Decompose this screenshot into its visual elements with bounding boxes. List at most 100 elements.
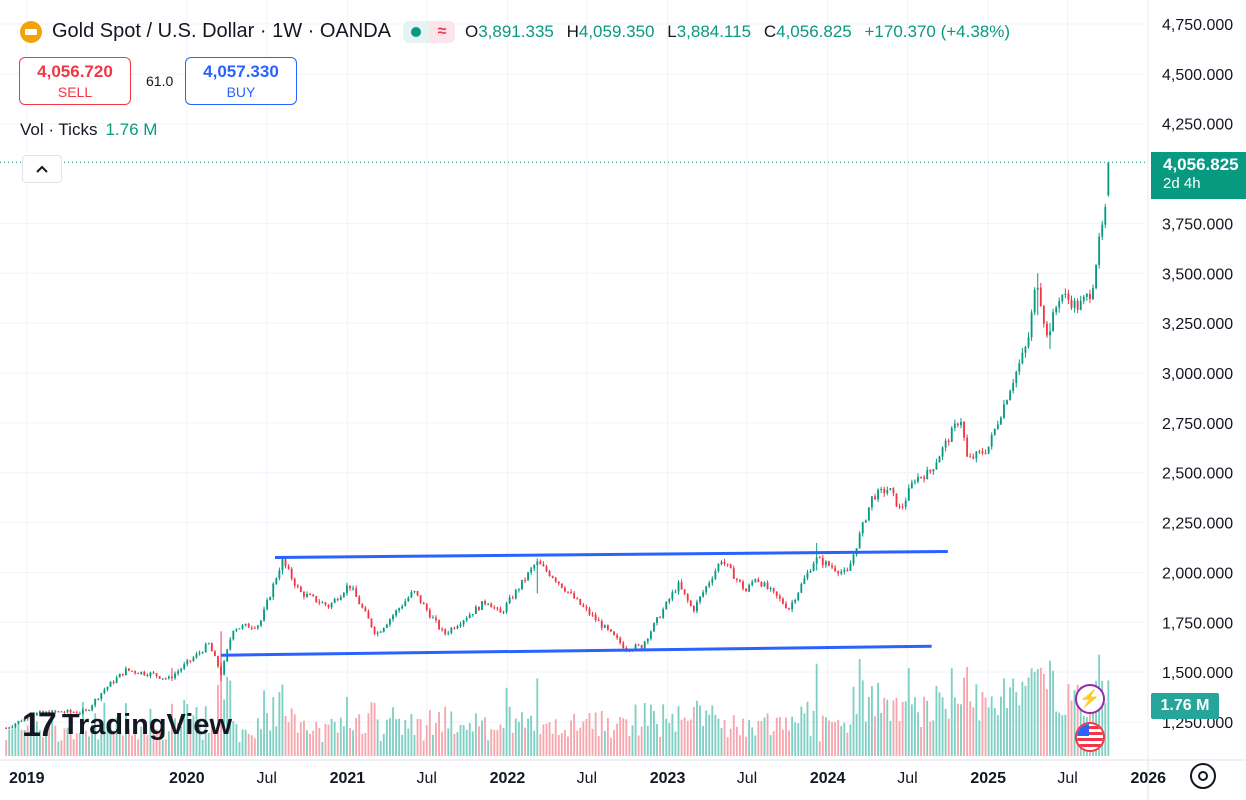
candle-body: [1027, 337, 1030, 347]
flash-icon[interactable]: ⚡: [1075, 684, 1105, 714]
candle-body: [69, 709, 72, 713]
candle-body: [508, 597, 511, 604]
candle-body: [1098, 236, 1101, 265]
candle-body: [511, 597, 514, 599]
collapse-legend-button[interactable]: [22, 155, 62, 183]
volume-bar: [128, 729, 130, 756]
volume-bar: [622, 718, 625, 756]
market-status-pill[interactable]: ≈: [402, 20, 455, 43]
candle-body: [941, 447, 944, 457]
volume-bar: [665, 718, 668, 756]
volume-bar: [742, 718, 744, 756]
volume-bar: [990, 696, 993, 756]
volume-bar: [778, 716, 781, 756]
buy-label: BUY: [226, 84, 256, 100]
candle-body: [1107, 162, 1110, 196]
candle-body: [723, 561, 726, 564]
volume-bar: [484, 717, 487, 756]
candle-body: [809, 571, 812, 573]
candle-body: [140, 671, 143, 674]
volume-bar: [683, 717, 686, 756]
candle-body: [29, 716, 32, 719]
volume-bar: [404, 719, 407, 756]
volume-bar: [999, 696, 1002, 756]
volume-bar: [726, 737, 729, 756]
volume-bar: [195, 707, 198, 756]
candle-body: [1076, 300, 1079, 310]
candle-body: [886, 490, 889, 494]
volume-bar: [321, 742, 324, 756]
volume-bar: [493, 729, 496, 756]
volume-bar: [112, 730, 115, 756]
price-axis[interactable]: 4,750.000 4,500.000 4,250.000 3,750.000 3,50…: [1162, 17, 1233, 732]
volume-bar: [413, 734, 416, 756]
candle-body: [963, 421, 965, 438]
candle-body: [956, 423, 959, 426]
settings-icon[interactable]: [1190, 763, 1216, 789]
candle-body: [275, 578, 278, 584]
candle-body: [94, 699, 97, 706]
volume-bar: [953, 697, 956, 756]
candle-body: [1018, 363, 1021, 372]
volume-bar: [714, 714, 717, 756]
volume-bar: [60, 740, 63, 756]
candle-body: [938, 456, 941, 463]
volume-bar: [551, 733, 554, 756]
candle-body: [370, 618, 373, 627]
candle-body: [975, 451, 978, 459]
volume-bar: [487, 740, 490, 756]
volume-bar: [861, 680, 864, 756]
sell-button[interactable]: 4,056.720 SELL: [19, 57, 131, 105]
volume-bar: [653, 711, 655, 756]
candle-body: [17, 720, 20, 724]
candle-body: [438, 620, 440, 630]
candle-body: [502, 611, 505, 613]
candle-body: [321, 602, 324, 604]
time-axis[interactable]: 2019 2020 Jul 2021 Jul 2022 Jul 2023 Jul 2024 Jul 2…: [9, 770, 1166, 787]
candle-body: [797, 592, 800, 601]
volume-bar: [69, 712, 72, 756]
trendlines[interactable]: [221, 549, 948, 657]
candle-body: [296, 585, 299, 587]
candle-body: [379, 631, 382, 633]
candle-body: [840, 571, 843, 574]
trendline[interactable]: [274, 549, 948, 559]
volume-bar: [450, 711, 453, 756]
candle-body: [241, 625, 244, 629]
candle-body: [1058, 301, 1061, 308]
candle-body: [603, 625, 606, 628]
candle-body: [382, 627, 385, 632]
candle-body: [871, 496, 873, 508]
volume-bar: [66, 727, 69, 756]
candle-body: [665, 601, 668, 610]
buy-button[interactable]: 4,057.330 BUY: [185, 57, 297, 105]
volume-bar: [118, 727, 121, 756]
candle-body: [85, 709, 87, 711]
volume-bar: [1021, 681, 1024, 756]
candle-body: [32, 715, 35, 717]
candle-body: [914, 481, 916, 483]
volume-bar: [610, 737, 612, 756]
volume-bar: [385, 719, 388, 756]
volume-bar: [984, 697, 987, 756]
trendline[interactable]: [221, 644, 932, 657]
candle-body: [1064, 293, 1067, 295]
volume-bar: [293, 714, 296, 756]
candle-body: [164, 678, 167, 680]
volume-bar: [766, 713, 769, 756]
volume-bar: [453, 734, 456, 756]
candle-body: [1009, 391, 1012, 401]
candle-body: [613, 631, 615, 636]
candle-body: [950, 427, 953, 442]
volume-legend[interactable]: Vol · Ticks 1.76 M: [20, 120, 157, 140]
candle-body: [217, 656, 219, 667]
volume-bar: [634, 704, 637, 756]
volume-bar: [85, 730, 87, 756]
volume-bar: [395, 719, 397, 756]
volume-bar: [705, 710, 708, 756]
volume-bar: [232, 721, 235, 756]
tradingview-logo[interactable]: 17 TradingView: [22, 706, 232, 745]
us-flag-icon[interactable]: [1075, 722, 1105, 752]
symbol-title[interactable]: Gold Spot / U.S. Dollar · 1W · OANDA: [52, 20, 391, 42]
